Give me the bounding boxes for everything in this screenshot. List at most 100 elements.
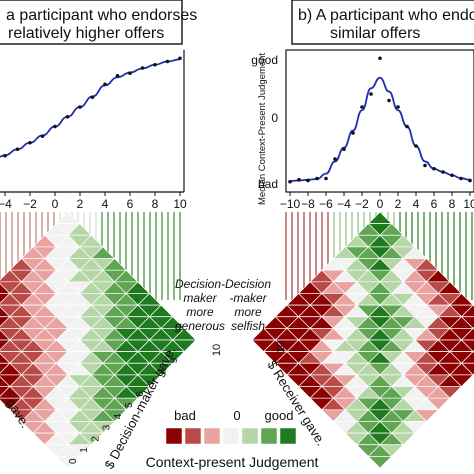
panel-b-tick-label: −8 — [301, 197, 315, 211]
panel-a-cell — [55, 456, 81, 469]
panel-b-fit-line — [289, 76, 471, 182]
panel-b-tick-label: −4 — [337, 197, 351, 211]
panel-b-point — [387, 98, 391, 103]
panel-a-cell — [0, 329, 11, 341]
generous-line-2: maker — [183, 291, 217, 305]
panel-a-point — [103, 82, 107, 87]
panel-a-tick-label: 0 — [52, 197, 59, 211]
panel-b-cell — [367, 456, 393, 469]
panel-a-title-line1: a participant who endorses — [6, 7, 197, 24]
panel-a-cell — [0, 376, 11, 387]
panel-a-point — [15, 147, 20, 152]
panel-a-title-box — [0, 0, 183, 45]
panel-a-heatmap-tick-label: 2 — [90, 436, 101, 442]
panel-a-fit-line — [0, 58, 181, 159]
panel-b-point — [378, 56, 382, 61]
panel-b-point — [360, 105, 364, 109]
panel-b-point — [414, 144, 418, 148]
panel-b-tick-label: −6 — [319, 197, 333, 211]
panel-a-tick-label: 8 — [152, 197, 159, 211]
legend-swatch — [184, 427, 202, 445]
panel-b-point — [432, 166, 436, 171]
selfish-line-4: selfish — [231, 319, 265, 333]
generous-line-1: Decision- — [175, 277, 225, 291]
panel-b-x-ticks: −10 −8 −6 −4 −2 0 2 4 6 8 10 — [280, 192, 474, 211]
panel-a-heatmap-tick-label: 0 — [68, 458, 79, 464]
panel-a-point — [40, 134, 45, 139]
panel-b-heatmap — [251, 211, 474, 469]
panel-a-tick-label: 10 — [173, 197, 187, 211]
panel-b-point — [450, 173, 454, 178]
panel-b-point — [342, 147, 346, 152]
panel-b-point — [468, 178, 472, 183]
panel-b-point — [459, 176, 463, 181]
panel-b-point — [369, 92, 373, 96]
panel-a-point — [3, 153, 7, 158]
panel-a-point — [115, 74, 120, 78]
selfish-annotation: Decision -maker more selfish — [225, 277, 271, 333]
panel-a-title-line2: relatively higher offers — [8, 25, 164, 42]
panel-a-cell — [0, 283, 11, 294]
panel-b-point — [315, 176, 319, 181]
legend-swatch — [203, 427, 221, 445]
panel-b-tick-label: −10 — [280, 197, 301, 211]
panel-b-title-line1: b) A participant who endo — [298, 7, 474, 24]
panel-b-point — [324, 176, 328, 181]
legend-good-label: good — [265, 408, 294, 423]
panel-a-heatmap-tick-label: 8 — [158, 368, 169, 374]
panel-a-heatmap-tick-label: 1 — [79, 447, 90, 453]
panel-a-heatmap-tick-label: 6 — [135, 391, 146, 397]
judgement-legend: bad 0 good Context-present Judgement — [146, 408, 319, 470]
panel-b-ytick-good: good — [251, 53, 278, 67]
panel-b-heatmap-tick-10: 10 — [275, 341, 287, 353]
selfish-line-2: -maker — [229, 291, 267, 305]
panel-b-line-plot — [285, 49, 474, 193]
legend-zero-label: 0 — [233, 408, 240, 423]
panel-a-tick-label: −2 — [23, 197, 37, 211]
generous-annotation: Decision- maker more generous — [175, 277, 225, 333]
panel-b-point — [396, 105, 400, 109]
panel-a-point — [53, 124, 57, 129]
panel-a-point — [128, 71, 132, 75]
panel-b-plot-frame — [285, 49, 474, 193]
selfish-line-1: Decision — [225, 277, 271, 291]
panel-a-heatmap — [0, 211, 197, 469]
panel-a-point — [140, 66, 145, 70]
panel-a-heatmap-tick-label: 7 — [146, 380, 157, 386]
panel-a-tick-label: 6 — [127, 197, 134, 211]
panel-b-tick-label: 2 — [395, 197, 402, 211]
panel-a-point — [28, 140, 32, 145]
panel-a-tick-label: −4 — [0, 197, 12, 211]
panel-b-point — [297, 178, 301, 182]
selfish-line-3: more — [234, 305, 262, 319]
generous-line-4: generous — [175, 319, 225, 333]
panel-b-point — [441, 170, 445, 174]
panel-b-point — [288, 179, 292, 184]
panel-b-title-box — [291, 0, 474, 45]
panel-a-cell — [0, 352, 11, 364]
panel-b-point — [405, 124, 409, 129]
panel-a-tick-label: 2 — [77, 197, 84, 211]
panel-a-heatmap-tick-label: 3 — [102, 424, 113, 430]
panel-a-point — [153, 62, 157, 67]
panel-a-cell — [0, 306, 11, 318]
panel-a-point — [165, 59, 170, 64]
legend-swatch — [260, 427, 278, 445]
panel-b-point — [306, 178, 310, 183]
legend-swatch — [241, 427, 259, 445]
panel-b-point — [351, 131, 355, 135]
panel-b-point — [423, 163, 427, 168]
legend-swatches — [165, 427, 297, 445]
legend-swatch — [279, 427, 297, 445]
panel-b-ytick-bad: bad — [258, 177, 278, 191]
panel-a-point — [90, 95, 95, 100]
panel-b-y-axis-label: Median Context-Present Judgement — [257, 53, 268, 205]
panel-b-tick-label: 0 — [377, 197, 384, 211]
panel-b-point — [333, 157, 337, 161]
legend-bad-label: bad — [174, 408, 196, 423]
legend-swatch — [165, 427, 183, 445]
panel-a-line-plot — [0, 50, 185, 193]
panel-b-tick-label: 6 — [431, 197, 438, 211]
